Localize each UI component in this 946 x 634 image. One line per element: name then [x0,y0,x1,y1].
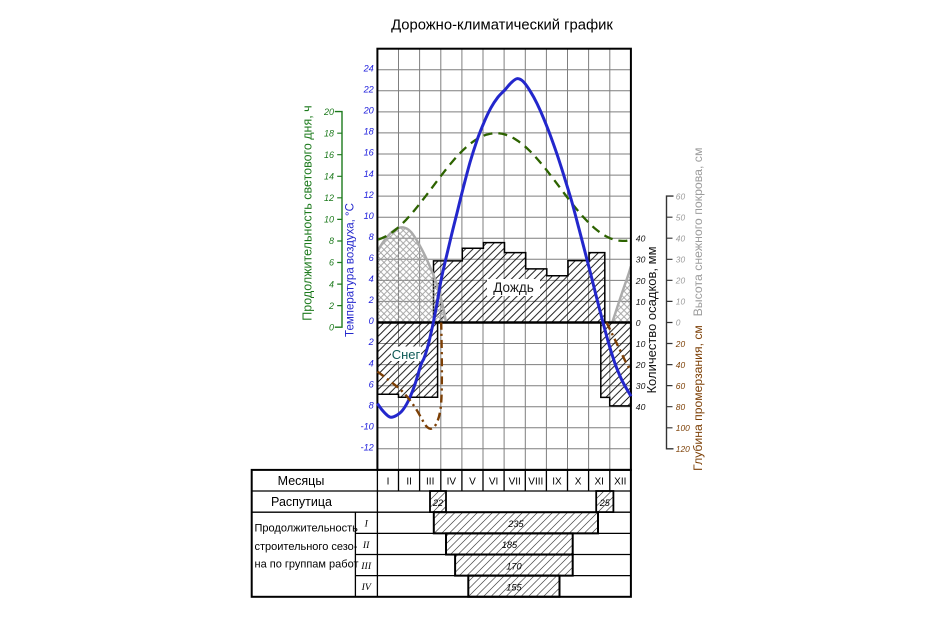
svg-text:10: 10 [676,297,686,307]
svg-text:6: 6 [369,379,375,389]
svg-text:VIII: VIII [528,477,543,488]
svg-text:155: 155 [506,582,522,592]
svg-text:на по группам работ: на по группам работ [255,559,359,571]
svg-text:20: 20 [635,360,646,370]
svg-text:22: 22 [363,85,374,95]
svg-text:I: I [364,519,369,530]
svg-text:235: 235 [507,519,524,529]
svg-text:IV: IV [361,582,372,593]
svg-text:Распутица: Распутица [271,495,332,509]
svg-text:V: V [469,477,476,488]
svg-text:XI: XI [594,477,603,488]
svg-text:170: 170 [506,561,522,571]
svg-text:6: 6 [369,253,375,263]
svg-text:строительного сезо-: строительного сезо- [255,541,358,553]
svg-text:10: 10 [636,339,646,349]
svg-text:III: III [360,561,372,572]
svg-text:20: 20 [635,276,646,286]
svg-text:20: 20 [363,106,375,116]
svg-text:II: II [406,477,412,488]
svg-text:120: 120 [676,444,690,454]
svg-text:16: 16 [324,150,334,160]
svg-text:I: I [387,477,390,488]
svg-text:16: 16 [364,148,375,158]
svg-text:20: 20 [323,107,334,117]
svg-text:24: 24 [363,64,374,74]
svg-text:4: 4 [369,274,374,284]
svg-text:XII: XII [614,477,626,488]
svg-text:8: 8 [369,232,375,242]
svg-text:Месяцы: Месяцы [278,474,325,488]
svg-text:12: 12 [324,193,334,203]
svg-text:0: 0 [329,322,334,332]
svg-text:22: 22 [432,498,443,508]
svg-text:185: 185 [502,540,518,550]
svg-text:25: 25 [599,498,611,508]
svg-text:12: 12 [364,190,374,200]
svg-text:-10: -10 [361,422,375,432]
svg-text:4: 4 [329,279,334,289]
svg-text:Дождь: Дождь [493,280,534,295]
svg-text:0: 0 [369,316,375,326]
svg-text:0: 0 [636,318,641,328]
svg-text:8: 8 [329,236,334,246]
svg-text:40: 40 [636,402,646,412]
svg-text:6: 6 [329,258,334,268]
svg-text:100: 100 [676,423,690,433]
svg-text:X: X [575,477,582,488]
svg-text:10: 10 [364,211,375,221]
svg-text:III: III [426,477,434,488]
svg-text:10: 10 [324,215,334,225]
svg-text:-12: -12 [361,443,374,453]
svg-text:14: 14 [364,169,374,179]
svg-text:2: 2 [328,301,334,311]
svg-text:Глубина промерзания, см: Глубина промерзания, см [691,325,705,471]
svg-text:Температура воздуха, °С: Температура воздуха, °С [345,203,357,337]
svg-text:II: II [362,540,370,551]
svg-text:30: 30 [636,381,646,391]
svg-text:2: 2 [368,295,374,305]
svg-text:60: 60 [676,381,686,391]
svg-text:4: 4 [369,358,374,368]
svg-text:30: 30 [676,255,686,265]
svg-text:18: 18 [324,128,334,138]
svg-text:30: 30 [636,255,646,265]
svg-text:Высота снежного покрова, см: Высота снежного покрова, см [691,148,705,317]
svg-text:50: 50 [676,212,686,222]
svg-text:20: 20 [675,339,686,349]
svg-text:40: 40 [676,360,686,370]
svg-text:0: 0 [676,318,681,328]
svg-text:60: 60 [676,191,686,201]
svg-text:18: 18 [364,127,375,137]
svg-text:2: 2 [368,337,374,347]
svg-text:VI: VI [489,477,498,488]
svg-text:IV: IV [447,477,457,488]
svg-text:8: 8 [369,400,375,410]
svg-text:80: 80 [676,402,686,412]
svg-text:VII: VII [509,477,521,488]
svg-text:14: 14 [324,172,334,182]
svg-text:40: 40 [676,233,686,243]
svg-text:IX: IX [552,477,562,488]
svg-text:10: 10 [636,297,646,307]
svg-text:Количество осадков, мм: Количество осадков, мм [644,246,659,393]
svg-text:Дорожно-климатический график: Дорожно-климатический график [391,18,613,34]
svg-text:Продолжительность светового дн: Продолжительность светового дня, ч [301,105,315,320]
svg-text:20: 20 [675,276,686,286]
svg-text:Продолжительность: Продолжительность [255,523,359,535]
svg-text:40: 40 [636,234,646,244]
svg-text:Снег: Снег [392,347,421,362]
